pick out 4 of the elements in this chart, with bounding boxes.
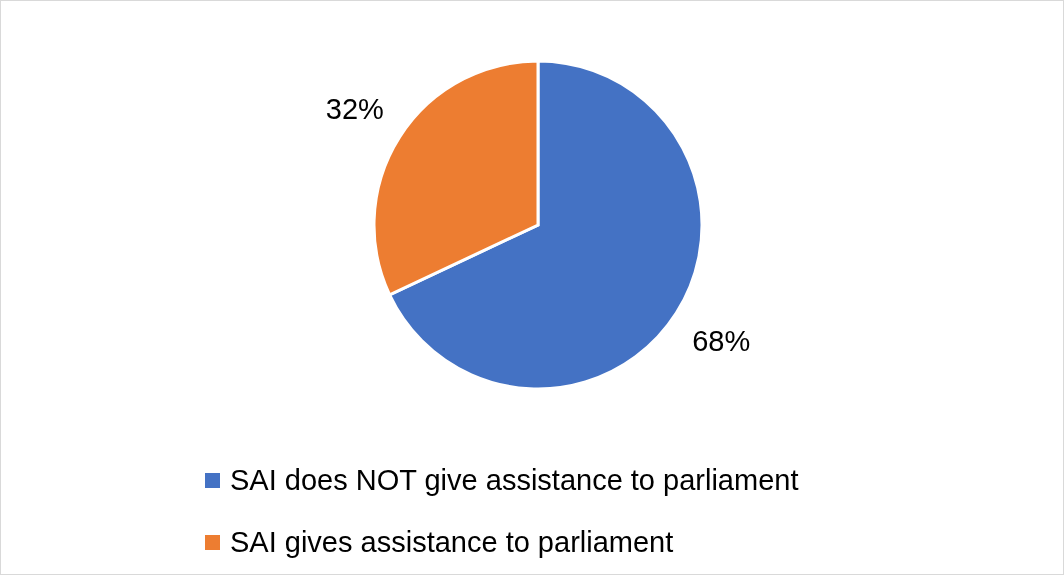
legend-label: SAI does NOT give assistance to parliament <box>230 463 799 497</box>
data-label: 68% <box>692 325 751 358</box>
legend-label: SAI gives assistance to parliament <box>230 525 674 559</box>
data-label: 32% <box>325 92 384 125</box>
